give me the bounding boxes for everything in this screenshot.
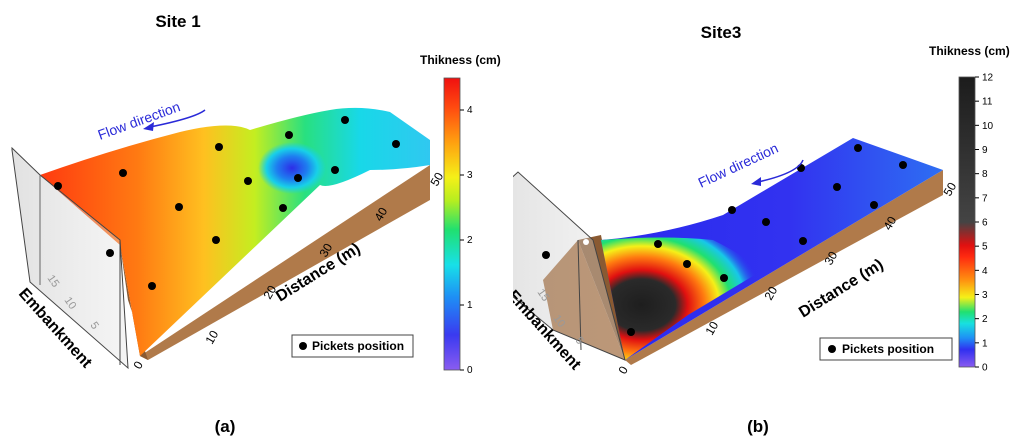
picket-marker — [720, 274, 728, 282]
chart-a-caption: (a) — [215, 417, 236, 436]
cb-tick-label: 4 — [982, 266, 988, 277]
chart-b-caption: (b) — [747, 417, 769, 436]
x-tick-label: 50 — [427, 170, 446, 189]
chart-a-x-ticks: 0 10 20 30 40 50 — [130, 170, 446, 372]
cb-tick-label: 4 — [467, 105, 473, 116]
picket-marker — [341, 116, 349, 124]
picket-marker — [392, 140, 400, 148]
chart-a-colorbar — [443, 77, 461, 371]
cb-tick-label: 5 — [982, 242, 988, 253]
picket-marker — [728, 206, 736, 214]
chart-b-flow-arrowhead — [751, 177, 761, 186]
x-tick-label: 20 — [761, 284, 780, 303]
chart-b-pickets — [542, 144, 907, 336]
chart-b-legend-label: Pickets position — [842, 342, 934, 356]
legend-marker — [828, 345, 836, 353]
picket-marker — [762, 218, 770, 226]
chart-panel-a: Site 1 Flow direction 0 10 20 30 40 50 — [0, 0, 513, 441]
cb-tick-label: 2 — [982, 314, 988, 325]
picket-marker — [212, 236, 220, 244]
x-tick-label: 10 — [702, 319, 721, 338]
picket-marker — [627, 328, 635, 336]
x-tick-label: 20 — [260, 283, 279, 302]
chart-b-flow-label: Flow direction — [696, 140, 781, 191]
cb-tick-label: 2 — [467, 235, 473, 246]
cb-tick-label: 0 — [982, 363, 988, 374]
picket-marker — [331, 166, 339, 174]
cb-tick-label: 11 — [982, 97, 993, 108]
y-tick-label: 5 — [573, 335, 586, 347]
chart-a-base-wall — [140, 165, 430, 360]
cb-tick-label: 3 — [467, 170, 473, 181]
cb-tick-label: 6 — [982, 218, 988, 229]
y-tick-label: 10 — [62, 295, 79, 312]
picket-marker — [119, 169, 127, 177]
picket-marker — [175, 203, 183, 211]
y-tick-label: 5 — [88, 320, 101, 332]
chart-b-colorbar-title: Thikness (cm) — [929, 44, 1010, 58]
picket-marker — [542, 251, 550, 259]
cb-tick-label: 3 — [982, 290, 988, 301]
cb-tick-label: 1 — [982, 338, 988, 349]
chart-b-legend: Pickets position — [819, 337, 953, 361]
x-tick-label: 30 — [821, 249, 840, 268]
x-tick-label: 40 — [371, 205, 390, 224]
cb-tick-label: 10 — [982, 121, 994, 132]
picket-marker — [54, 182, 62, 190]
chart-a-colorbar-ticks: 0 1 2 3 4 — [460, 105, 473, 376]
chart-b-y-ticks: 15 10 5 — [535, 287, 586, 347]
picket-marker — [106, 249, 114, 257]
y-tick-label: 15 — [45, 273, 62, 290]
chart-a-legend-label: Pickets position — [312, 339, 404, 353]
x-tick-label: 50 — [940, 180, 959, 199]
chart-a-pickets — [54, 116, 400, 290]
cb-tick-label: 12 — [982, 73, 994, 84]
chart-b-high-region — [601, 237, 763, 360]
picket-marker — [279, 204, 287, 212]
cb-tick-label: 0 — [467, 365, 473, 376]
x-tick-label: 40 — [880, 214, 899, 233]
chart-a-colorbar-title: Thikness (cm) — [420, 53, 501, 67]
picket-marker — [799, 237, 807, 245]
x-tick-label: 30 — [316, 241, 335, 260]
chart-a-y-ticks: 15 10 5 — [45, 273, 101, 332]
picket-marker — [285, 131, 293, 139]
cb-tick-label: 8 — [982, 169, 988, 180]
x-tick-label: 0 — [615, 363, 631, 376]
picket-marker — [870, 201, 878, 209]
picket-marker — [294, 174, 302, 182]
picket-marker — [215, 143, 223, 151]
cb-tick-label: 9 — [982, 145, 988, 156]
y-tick-label: 10 — [551, 313, 568, 330]
picket-marker-white — [583, 239, 589, 245]
chart-b-box-edge — [577, 239, 582, 351]
picket-marker — [854, 144, 862, 152]
chart-b-base-wall — [625, 170, 943, 365]
picket-marker — [654, 240, 662, 248]
picket-marker — [833, 183, 841, 191]
chart-a-svg: Site 1 Flow direction 0 10 20 30 40 50 — [11, 12, 501, 436]
picket-marker — [797, 164, 805, 172]
chart-a-legend: Pickets position — [291, 334, 414, 358]
chart-a-title: Site 1 — [155, 12, 200, 31]
chart-b-svg: Site3 Flow direction 0 10 20 30 40 50 — [492, 23, 1010, 436]
picket-marker — [148, 282, 156, 290]
chart-b-title: Site3 — [701, 23, 742, 42]
chart-b-flow-arrow — [757, 159, 804, 183]
y-tick-label: 15 — [535, 287, 552, 304]
chart-a-flow-arrow — [149, 109, 206, 128]
chart-b-colorbar — [958, 76, 976, 368]
chart-a-flow-arrowhead — [143, 122, 154, 131]
picket-marker — [683, 260, 691, 268]
chart-panel-b: Site3 Flow direction 0 10 20 30 40 50 — [492, 0, 1027, 441]
x-tick-label: 0 — [130, 358, 146, 371]
legend-marker — [299, 342, 307, 350]
x-tick-label: 10 — [202, 328, 221, 347]
cb-tick-label: 7 — [982, 193, 988, 204]
cb-tick-label: 1 — [467, 300, 473, 311]
chart-a-low-region — [258, 142, 326, 194]
picket-marker — [899, 161, 907, 169]
picket-marker — [244, 177, 252, 185]
